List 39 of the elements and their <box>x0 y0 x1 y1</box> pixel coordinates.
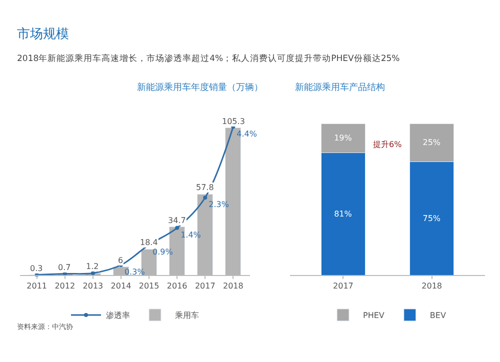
data-label: 18.4 <box>140 238 158 247</box>
x-tick-label: 2011 <box>26 282 48 291</box>
legend-label: 渗透率 <box>106 311 130 320</box>
data-label: 4.4% <box>236 129 258 138</box>
x-tick-label: 2013 <box>82 282 104 291</box>
data-label: 2.3% <box>208 200 230 210</box>
text: 2018年新能源乘用车高速增长，市场渗透率超过4%；私人消费认可度提升带动PHEV份额达25% <box>17 53 400 64</box>
data-label: 1.4% <box>180 230 202 240</box>
text: 市场规模 <box>17 27 69 42</box>
x-tick-label: 2017 <box>194 282 216 291</box>
chart-title: 新能源乘用车年度销量（万辆） <box>137 82 263 93</box>
chart-title: 新能源乘用车产品结构 <box>295 82 385 93</box>
data-label: 105.3 <box>222 117 245 126</box>
x-tick-label: 2016 <box>166 282 188 291</box>
data-label: 0.9% <box>152 247 174 256</box>
data-label: 0.3% <box>124 268 146 277</box>
annotation: 提升6% <box>373 140 402 149</box>
data-label: 1.2 <box>86 262 99 271</box>
data-label: 75% <box>422 214 441 223</box>
legend-label: PHEV <box>363 311 385 320</box>
data-label: 81% <box>334 209 352 218</box>
data-label: 6 <box>118 256 124 265</box>
legend-label: BEV <box>430 311 446 320</box>
x-tick-label: 2014 <box>110 282 132 291</box>
data-label: 0.7 <box>58 263 71 272</box>
x-tick-label: 2018 <box>422 282 442 291</box>
x-tick-label: 2012 <box>54 282 76 291</box>
point <box>175 226 180 230</box>
data-label: 19% <box>334 134 352 143</box>
x-tick-label: 2018 <box>222 282 244 291</box>
data-label: 0.3 <box>30 264 43 273</box>
data-label: 34.7 <box>168 216 186 225</box>
x-tick-label: 2015 <box>138 282 160 291</box>
legend-label: 乘用车 <box>175 311 199 320</box>
data-label: 57.8 <box>196 183 214 192</box>
point <box>90 271 95 276</box>
point <box>203 196 208 200</box>
x-tick-label: 2017 <box>333 282 354 291</box>
data-label: 25% <box>422 138 441 148</box>
